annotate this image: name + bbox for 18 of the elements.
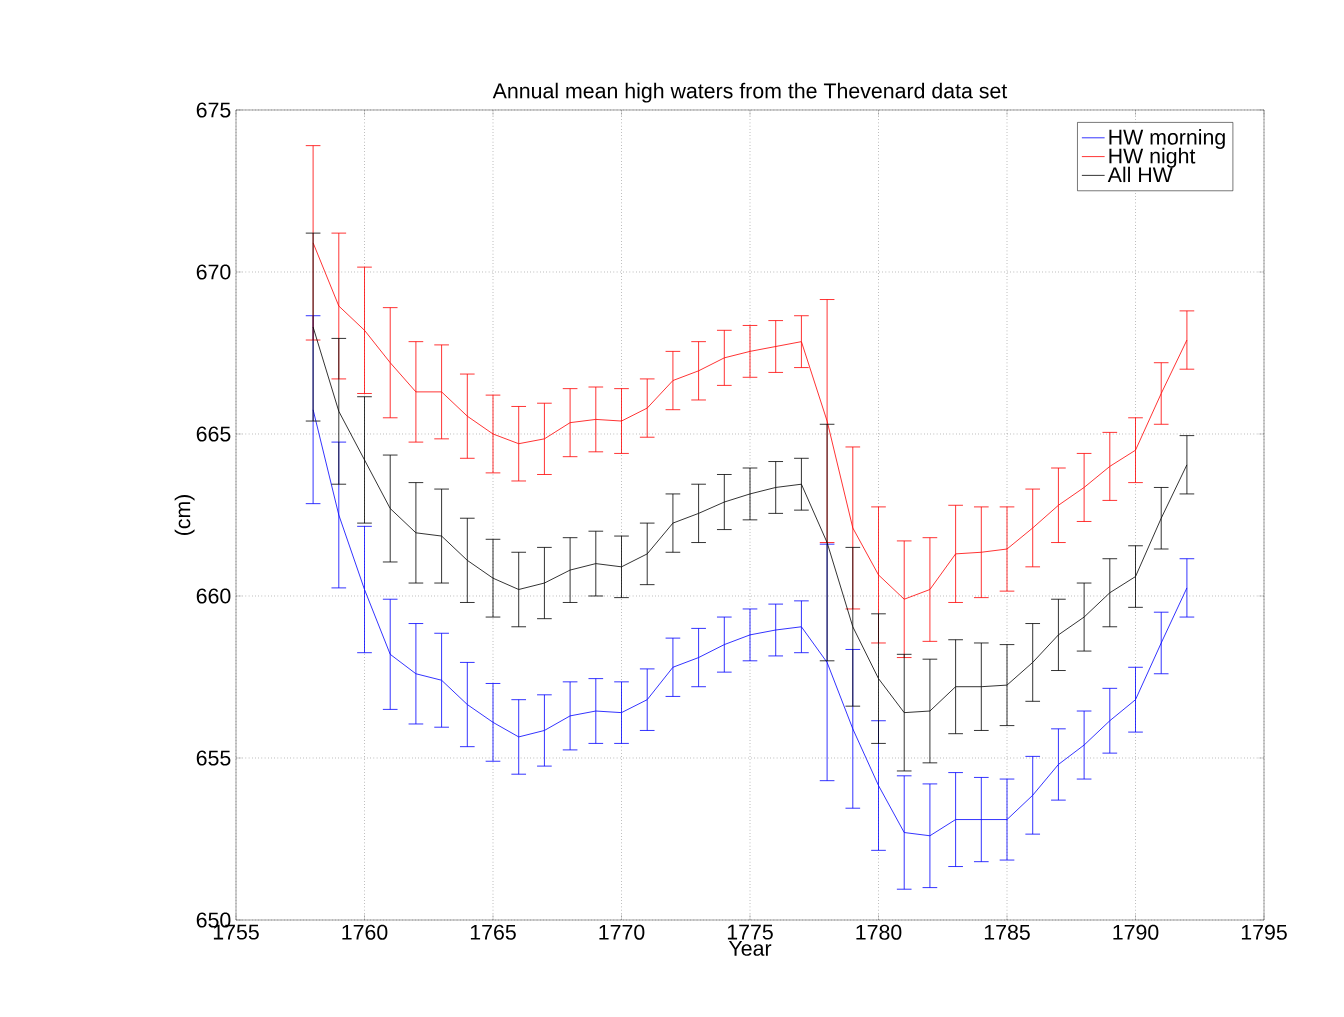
y-tick-label: 655 bbox=[196, 750, 231, 766]
x-tick-label: 1760 bbox=[342, 924, 388, 940]
x-tick-label: 1775 bbox=[727, 924, 773, 940]
x-tick-label: 1765 bbox=[470, 924, 516, 940]
x-axis-title: Year bbox=[728, 940, 772, 956]
x-tick-label: 1795 bbox=[1241, 924, 1287, 940]
y-tick-label: 670 bbox=[196, 264, 231, 280]
y-axis-title: (cm) bbox=[174, 495, 195, 535]
y-tick-label: 665 bbox=[196, 426, 231, 442]
x-tick-label: 1770 bbox=[599, 924, 645, 940]
y-tick-label: 660 bbox=[196, 588, 231, 604]
chart-title: Annual mean high waters from the Thevenard data set bbox=[492, 82, 1008, 103]
y-tick-label: 675 bbox=[196, 102, 231, 118]
legend-label: HW morning bbox=[1109, 129, 1225, 149]
x-tick-label: 1790 bbox=[1113, 924, 1159, 940]
x-tick-label: 1780 bbox=[856, 924, 902, 940]
x-tick-label: 1785 bbox=[984, 924, 1030, 940]
legend-label: All HW bbox=[1107, 166, 1173, 183]
